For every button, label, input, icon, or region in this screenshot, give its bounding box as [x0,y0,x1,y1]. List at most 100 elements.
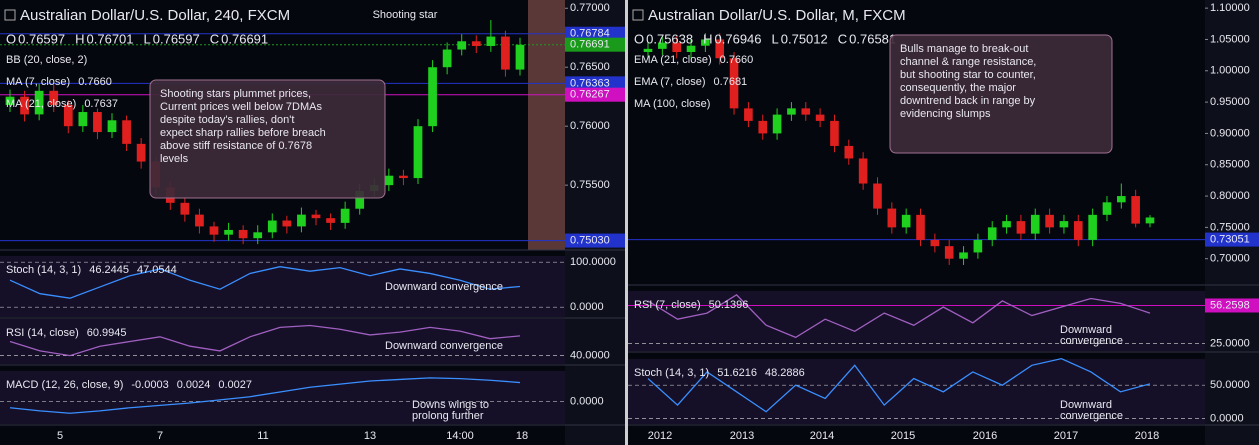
candle-body [715,39,725,59]
pane-note: prolong further [412,410,484,422]
candle-body [180,202,190,215]
candle-body [428,67,437,127]
candle-body [1059,221,1069,228]
candle-body [501,36,510,70]
candle-body [355,191,365,209]
price-tag [565,233,625,248]
note-line: evidencing slumps [900,108,991,120]
candle-body [1088,214,1097,240]
price-tag [1205,298,1259,313]
time-label: 14:00 [446,430,474,442]
candle-body [471,41,481,46]
pane-note: Downward [1060,399,1112,411]
price-tag-label: 0.73051 [1210,233,1250,245]
candle-body [442,49,452,68]
candle-body [844,145,854,159]
note-line: Bulls manage to break-out [900,43,1028,55]
ohlc-value: 0.76701 [87,31,134,46]
pane-tick-label: 40.0000 [570,350,610,362]
note-line: levels [160,153,189,165]
candle-body [1016,221,1026,234]
candle-body [1117,196,1126,203]
candle-body [326,218,335,223]
candle-body [413,126,423,179]
time-label: 13 [364,430,376,442]
candle-body [384,175,394,186]
candle-body [643,48,653,52]
price-tag-label: 0.76691 [570,39,610,51]
time-label: 2013 [730,430,754,442]
pane-label: MACD (12, 26, close, 9) [6,379,123,391]
price-tag-label: 0.76784 [570,28,610,40]
candle-body [873,183,882,209]
candle-body [399,175,408,179]
pane-label: Stoch (14, 3, 1) [6,264,81,276]
candle-body [801,108,811,115]
indicator-label: MA (100, close) [634,98,710,110]
note-line: despite today's rallies, don't [160,114,294,126]
indicator-value: 0.7660 [720,54,754,66]
pane-readout: 0.0027 [218,379,252,391]
axis-column [1205,0,1259,445]
note-line: consequently, the major [900,82,1016,94]
callout: Shooting star [373,9,438,21]
candle-body [49,90,59,105]
price-tick-label: 1.00000 [1210,65,1250,77]
indicator-value: 0.7681 [714,76,748,88]
candle-body [63,104,73,127]
price-tick-label: 1.05000 [1210,33,1250,45]
candle-body [93,112,102,133]
candle-body [658,42,667,49]
candle-body [815,114,825,121]
candle-body [282,220,292,227]
price-tick-label: 0.90000 [1210,127,1250,139]
candle-body [224,229,233,235]
oscillator-line [647,294,1151,339]
price-tick-label: 0.76500 [570,61,610,73]
note-line: channel & range resistance, [900,56,1036,68]
candle-body [887,208,897,228]
candle-body [253,232,263,239]
time-label: 7 [157,430,163,442]
ohlc-value: 0.76581 [849,31,896,46]
indicator-value: 0.7660 [78,76,112,88]
ohlc-value: 0.76946 [715,31,762,46]
time-label: 2016 [973,430,997,442]
candle-body [457,41,467,50]
pane-readout: 46.2445 [89,264,129,276]
price-tick-label: 0.95000 [1210,96,1250,108]
price-tag-label: 0.76363 [570,77,610,89]
time-label: 5 [57,430,63,442]
pane-label: Stoch (14, 3, 1) [634,367,709,379]
ohlc-key: L [772,31,779,46]
ohlc-key: O [6,31,16,46]
collapse-icon [632,9,644,21]
ohlc-value: 0.75638 [646,31,693,46]
ohlc-key: C [838,31,847,46]
chart-title: Australian Dollar/U.S. Dollar, M, FXCM [648,7,906,24]
session-shade [528,0,565,250]
time-label: 2015 [891,430,915,442]
price-tick-label: 1.10000 [1210,2,1250,14]
price-tick-label: 0.70000 [1210,253,1250,265]
candle-body [672,42,681,52]
candle-body [195,214,204,227]
ohlc-key: O [634,31,644,46]
note-line: above stiff resistance of 0.7678 [160,140,312,152]
candle-body [34,90,44,115]
candle-body [311,214,321,219]
candle-body [136,143,146,162]
candle-body [267,220,277,233]
pane-note: Downward convergence [385,340,503,352]
pane-tick-label: 25.0000 [1210,337,1250,349]
note-box [149,79,386,199]
candle-body [486,36,496,46]
indicator-label: BB (20, close, 2) [6,54,87,66]
pane-readout: 60.9945 [87,327,127,339]
pane-tick-label: 100.0000 [570,256,616,268]
price-tag [565,37,625,52]
pane-note: convergence [1060,335,1123,347]
candle-body [122,120,131,144]
candle-body [1045,214,1054,228]
